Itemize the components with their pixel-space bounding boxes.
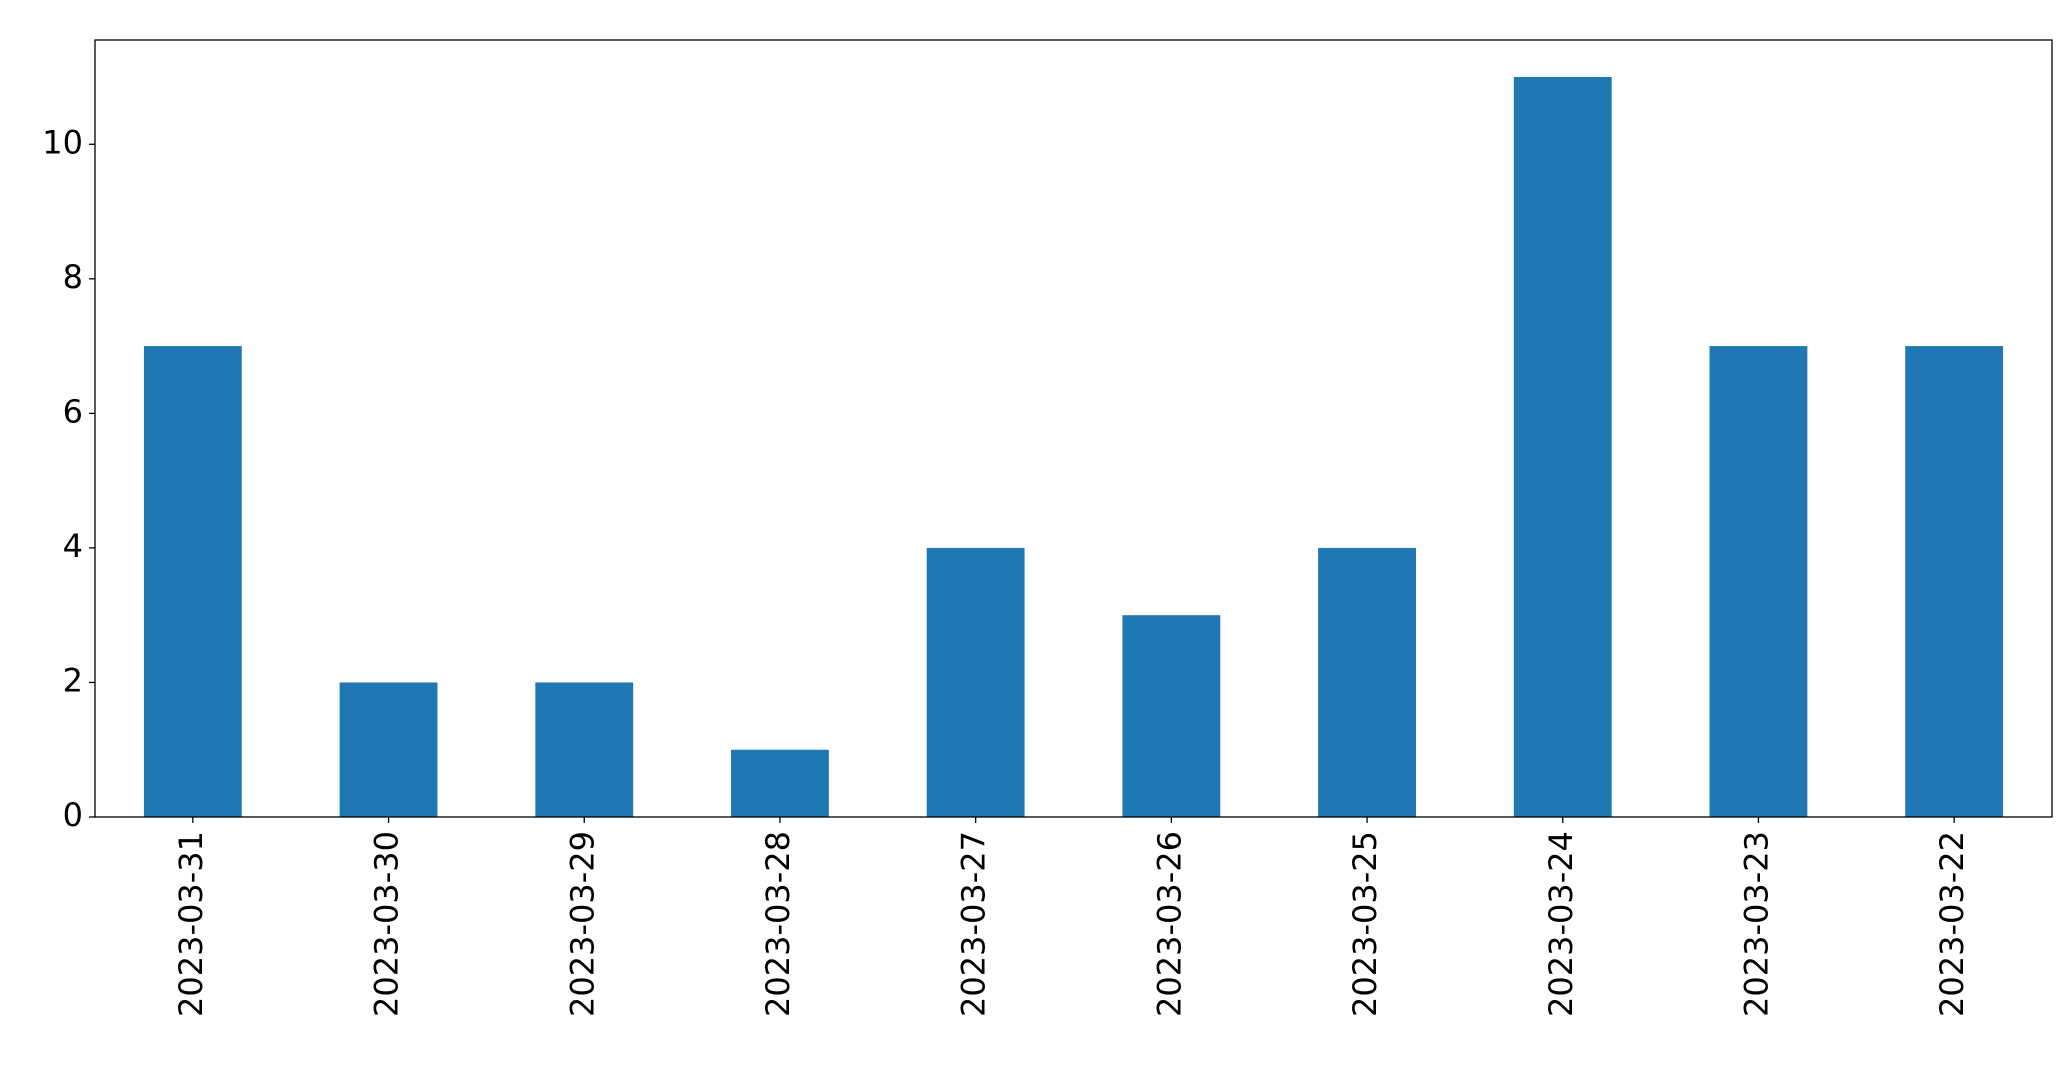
y-tick-label: 4 [63, 527, 83, 565]
y-tick-label: 0 [63, 796, 83, 834]
x-tick-label: 2023-03-28 [759, 831, 797, 1017]
x-tick-label: 2023-03-26 [1150, 831, 1188, 1017]
x-tick-label: 2023-03-30 [368, 831, 406, 1017]
y-tick-label: 2 [63, 661, 83, 699]
x-tick-label: 2023-03-25 [1346, 831, 1384, 1017]
x-tick-label: 2023-03-23 [1737, 831, 1775, 1017]
y-tick-label: 10 [42, 123, 83, 161]
x-tick-label: 2023-03-24 [1542, 831, 1580, 1017]
bar [1709, 346, 1808, 817]
y-tick-label: 8 [63, 258, 83, 296]
bar [1318, 547, 1416, 817]
x-tick-label: 2023-03-31 [172, 831, 210, 1017]
bar [1513, 77, 1612, 817]
x-tick-label: 2023-03-22 [1933, 831, 1971, 1017]
x-tick-label: 2023-03-27 [955, 831, 993, 1017]
x-tick-label: 2023-03-29 [563, 831, 601, 1017]
plot-frame [94, 39, 2053, 818]
bar [143, 346, 242, 817]
bar [731, 749, 829, 817]
bar [1905, 346, 2004, 817]
bar [535, 682, 634, 817]
y-tick-label: 6 [63, 392, 83, 430]
bar [1122, 615, 1221, 817]
bar [926, 547, 1025, 817]
bar [339, 682, 438, 817]
